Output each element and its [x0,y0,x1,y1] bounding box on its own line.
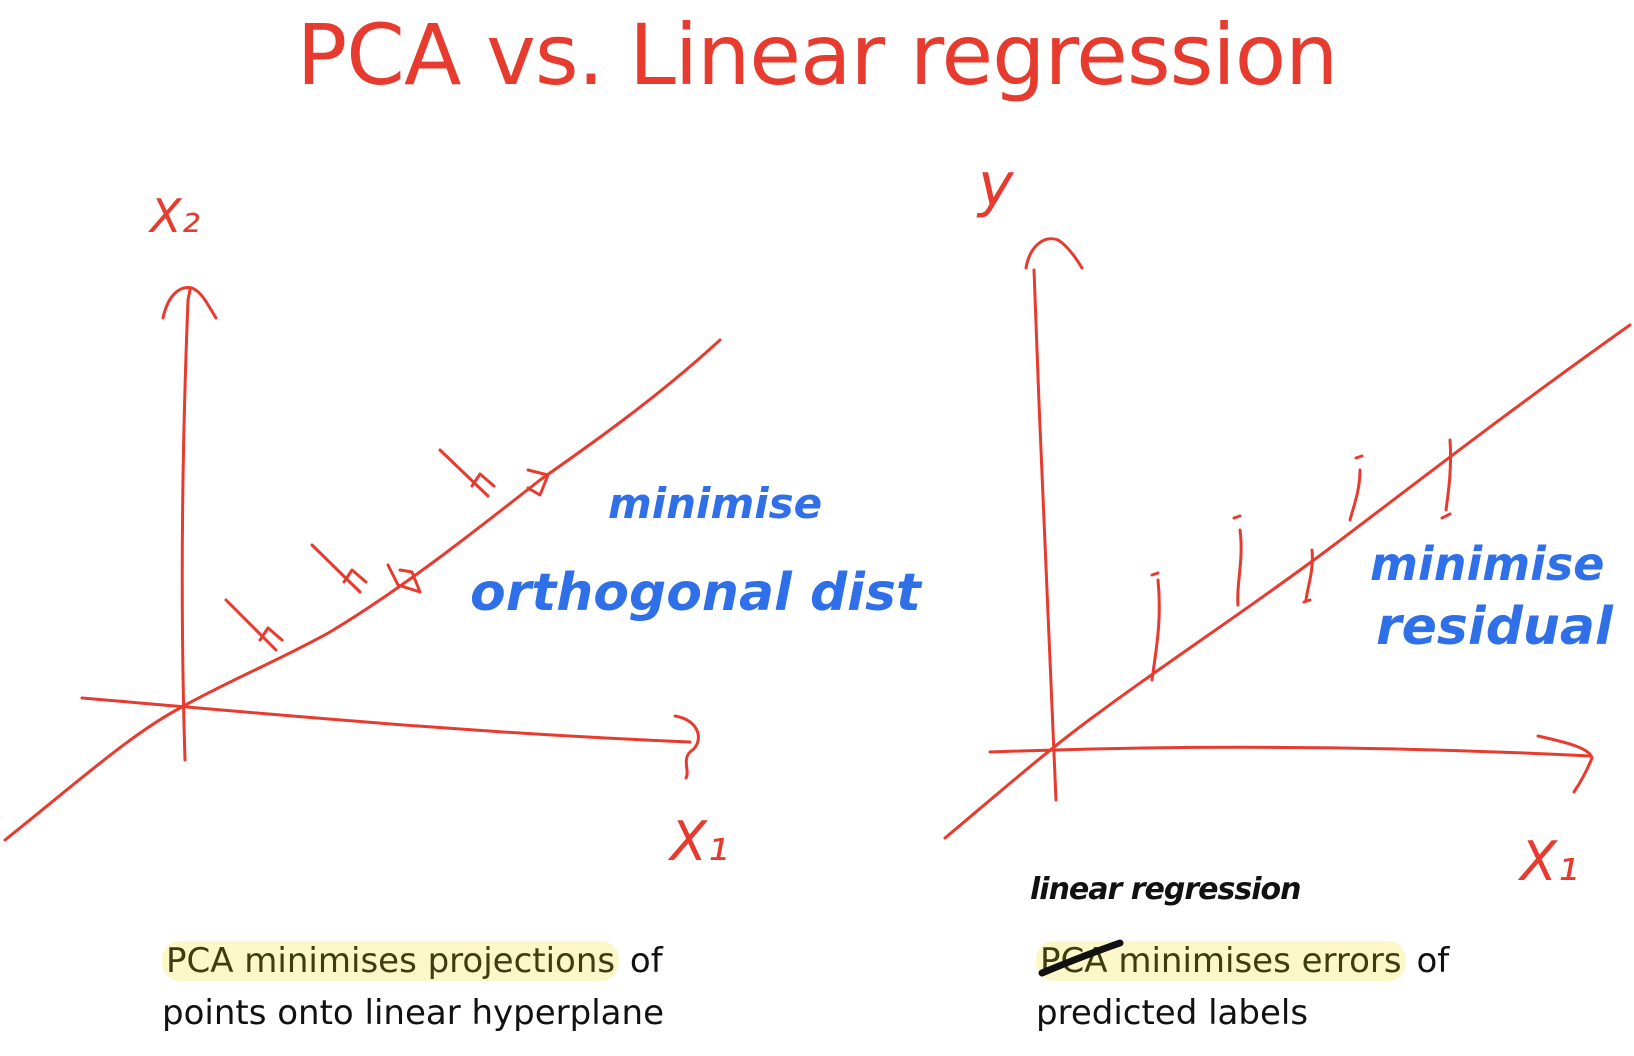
lr-residual-3 [1304,548,1314,602]
lr-residual-5-dot [1440,512,1452,520]
pca-projection-1 [224,598,278,652]
lr-y-axis [1032,268,1058,802]
lr-caption-highlight-wrap: PCA minimises errors [1036,939,1406,981]
pca-y-axis-label: X₂ [148,189,200,243]
pca-projection-5 [526,468,550,497]
pca-caption-rest: of [619,941,663,981]
pca-projection-4 [438,448,490,498]
lr-annotation-line1: minimise [1370,537,1605,591]
lr-x-axis [988,745,1592,758]
lr-residual-4 [1348,468,1362,522]
lr-caption-line1: PCA minimises errors of [1036,935,1449,987]
pca-x-axis [80,696,692,744]
lr-caption-struck-word: PCA [1038,935,1124,987]
pca-x-arrowhead [673,714,700,780]
pca-projection-2 [310,543,362,594]
handwritten-correction: linear regression [1030,872,1301,907]
lr-caption-highlight: minimises errors [1107,941,1402,981]
lr-residual-4-dot [1354,454,1364,460]
pca-caption-highlight: PCA minimises projections [162,941,620,981]
pca-caption-line2: points onto linear hyperplane [162,993,664,1033]
lr-annotation-line2: residual [1376,597,1614,657]
pca-projection-4-mark [470,472,496,488]
pca-projection-2-mark [342,568,368,584]
slide-title: PCA vs. Linear regression [296,6,1339,104]
pca-annotation-line2: orthogonal dist [470,563,923,623]
lr-caption-rest: of [1405,941,1450,981]
lr-residual-3-dot [1302,598,1312,604]
pca-caption-line1: PCA minimises projections of [162,935,664,987]
lr-regression-line [943,323,1632,840]
lr-residual-1-dot [1150,571,1160,577]
pca-caption: PCA minimises projections of points onto… [162,935,664,1039]
lr-y-axis-label: y [976,150,1015,220]
pca-hyperplane-line [3,338,722,842]
pca-y-arrowhead [161,285,218,320]
lr-caption-line2: predicted labels [1036,993,1309,1033]
lr-x-axis-label: X₁ [1517,830,1579,893]
lr-residual-2 [1236,528,1243,607]
lr-residual-5 [1444,438,1453,512]
pca-projection-1-mark [258,626,284,642]
lr-y-arrowhead [1024,237,1084,270]
lr-x-arrowhead [1536,734,1594,794]
strike-through-mark [1038,939,1124,977]
lr-residual-1 [1150,578,1161,682]
lr-residual-2-dot [1232,514,1242,520]
pca-x-axis-label: X₁ [667,810,729,873]
pca-y-axis [180,288,192,762]
pca-annotation-line1: minimise [608,479,822,528]
lr-caption: PCA minimises errors of predicted labels [1036,935,1449,1039]
pca-projection-3 [386,563,422,594]
